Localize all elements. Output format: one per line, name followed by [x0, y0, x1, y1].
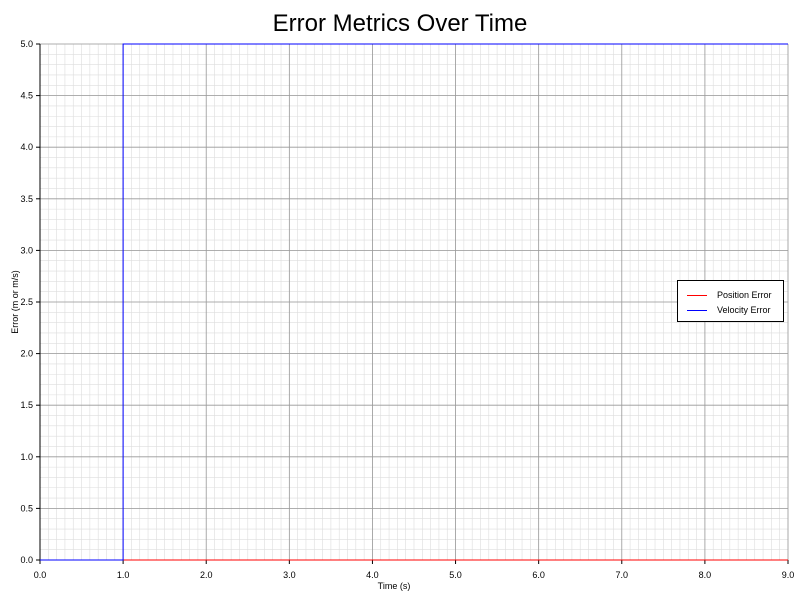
y-axis-label: Error (m or m/s)	[10, 270, 20, 334]
y-tick-label: 0.5	[20, 503, 33, 513]
legend-label-position-error: Position Error	[717, 290, 772, 300]
legend: Position Error Velocity Error	[677, 280, 784, 322]
chart-title: Error Metrics Over Time	[272, 10, 528, 37]
y-tick-label: 1.0	[20, 452, 33, 462]
x-tick-label: 1.0	[117, 570, 130, 580]
y-tick-label: 0.0	[20, 555, 33, 565]
x-tick-label: 5.0	[449, 570, 462, 580]
x-tick-label: 3.0	[283, 570, 296, 580]
legend-item-velocity-error: Velocity Error	[687, 304, 771, 316]
x-tick-label: 4.0	[366, 570, 379, 580]
x-tick-label: 8.0	[699, 570, 712, 580]
x-tick-label: 0.0	[34, 570, 47, 580]
legend-swatch-velocity-error	[687, 309, 707, 311]
legend-swatch-position-error	[687, 294, 707, 296]
x-axis-label: Time (s)	[378, 581, 411, 591]
y-tick-label: 1.5	[20, 400, 33, 410]
y-tick-label: 3.5	[20, 194, 33, 204]
y-tick-label: 2.5	[20, 297, 33, 307]
x-tick-label: 6.0	[532, 570, 545, 580]
y-tick-label: 4.0	[20, 142, 33, 152]
x-tick-label: 7.0	[616, 570, 629, 580]
series-line-velocity-error	[40, 43, 788, 561]
y-tick-label: 5.0	[20, 39, 33, 49]
y-tick-label: 2.0	[20, 349, 33, 359]
x-tick-label: 2.0	[200, 570, 213, 580]
legend-item-position-error: Position Error	[687, 289, 772, 301]
legend-label-velocity-error: Velocity Error	[717, 305, 771, 315]
y-tick-label: 4.5	[20, 91, 33, 101]
x-tick-label: 9.0	[782, 570, 795, 580]
y-tick-label: 3.0	[20, 245, 33, 255]
